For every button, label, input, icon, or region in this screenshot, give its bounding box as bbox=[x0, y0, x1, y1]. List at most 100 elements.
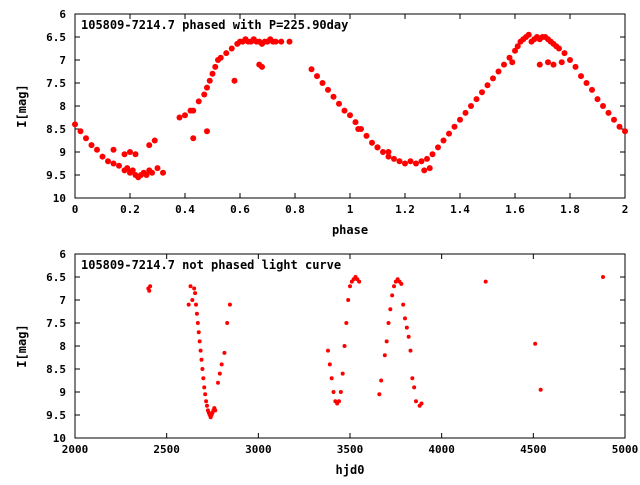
data-point bbox=[424, 155, 430, 162]
data-point bbox=[355, 126, 362, 132]
chart-panel-2: 2000 2500 3000 3500 4000 4500 5000 6 6.5 7 7.5 8 8.5… bbox=[15, 248, 638, 477]
data-point bbox=[509, 59, 516, 66]
x-tick-label: 0.2 bbox=[120, 203, 140, 216]
x-tick-label: 2 bbox=[622, 203, 629, 216]
data-point bbox=[325, 86, 331, 93]
data-point bbox=[341, 107, 348, 114]
data-point bbox=[132, 151, 139, 158]
data-point bbox=[193, 291, 198, 296]
data-point bbox=[514, 43, 521, 50]
data-point bbox=[223, 50, 230, 57]
data-point bbox=[209, 70, 216, 77]
data-point bbox=[369, 139, 375, 146]
data-point bbox=[605, 109, 612, 116]
data-point bbox=[151, 137, 158, 144]
data-point bbox=[561, 50, 568, 57]
data-point bbox=[413, 160, 419, 167]
data-point bbox=[329, 376, 334, 381]
data-point bbox=[435, 144, 441, 151]
x-tick-label: 1.4 bbox=[450, 203, 470, 216]
data-point bbox=[379, 378, 384, 383]
data-point bbox=[195, 321, 200, 325]
data-point bbox=[99, 153, 106, 160]
y-tick-label: 7 bbox=[59, 294, 66, 307]
data-point bbox=[406, 334, 411, 339]
data-point bbox=[377, 392, 382, 397]
data-point bbox=[219, 362, 224, 367]
x-tick-label: 1.2 bbox=[395, 203, 415, 216]
data-point bbox=[501, 61, 507, 68]
data-point bbox=[473, 96, 480, 103]
y-tick-label: 7.5 bbox=[46, 317, 66, 330]
data-point bbox=[199, 357, 204, 362]
data-point bbox=[231, 77, 238, 84]
data-point bbox=[147, 288, 152, 293]
data-point bbox=[146, 142, 153, 149]
data-point bbox=[149, 169, 155, 176]
data-point bbox=[567, 57, 573, 63]
data-point bbox=[83, 135, 89, 142]
data-point bbox=[204, 399, 209, 404]
data-point bbox=[110, 160, 117, 167]
data-point bbox=[545, 59, 551, 66]
y-tick-label: 8 bbox=[59, 100, 66, 113]
data-point bbox=[203, 392, 208, 397]
data-point bbox=[105, 158, 111, 165]
x-tick-label: 3000 bbox=[245, 443, 272, 456]
data-point bbox=[338, 390, 343, 394]
data-point bbox=[399, 281, 404, 286]
data-point bbox=[206, 77, 213, 84]
data-point bbox=[357, 279, 362, 284]
x-tick-label: 0.6 bbox=[230, 203, 250, 216]
data-point bbox=[272, 38, 279, 45]
chart-panel-1: 0 0.2 0.4 0.6 0.8 1 1.2 1.4 1.6 1.8 2 6 6.5 7 7.5 8 8.5 9… bbox=[15, 8, 628, 237]
data-point bbox=[88, 142, 95, 149]
data-point bbox=[347, 112, 353, 119]
data-point bbox=[408, 348, 413, 353]
data-point bbox=[440, 137, 447, 144]
data-point bbox=[216, 380, 220, 385]
data-point bbox=[186, 302, 191, 307]
data-point bbox=[451, 123, 458, 130]
x-axis-label: phase bbox=[332, 223, 368, 237]
data-point bbox=[200, 367, 205, 371]
data-point bbox=[227, 302, 232, 307]
data-point bbox=[198, 348, 203, 353]
data-point bbox=[429, 151, 436, 158]
data-point bbox=[479, 89, 485, 96]
data-point bbox=[483, 279, 488, 284]
data-point bbox=[616, 123, 623, 130]
data-point bbox=[600, 103, 606, 109]
data-point bbox=[594, 96, 601, 103]
x-tick-label: 4500 bbox=[520, 443, 547, 456]
y-tick-label: 6.5 bbox=[46, 271, 66, 284]
data-point bbox=[533, 341, 538, 346]
x-tick-label: 1.6 bbox=[505, 203, 525, 216]
data-point bbox=[188, 284, 193, 289]
data-point bbox=[396, 158, 403, 165]
data-point bbox=[342, 344, 347, 348]
data-point bbox=[484, 82, 491, 89]
data-point bbox=[129, 167, 136, 174]
data-point bbox=[348, 284, 352, 289]
data-point bbox=[195, 98, 202, 105]
x-axis-label: hjd0 bbox=[336, 463, 365, 477]
y-axis-label: I[mag] bbox=[15, 324, 29, 367]
data-point bbox=[336, 100, 342, 107]
data-point bbox=[340, 371, 345, 376]
data-point bbox=[611, 116, 617, 123]
data-point bbox=[160, 169, 166, 176]
data-point bbox=[194, 302, 198, 307]
data-series bbox=[72, 31, 628, 181]
data-point bbox=[212, 63, 219, 70]
data-point bbox=[374, 144, 381, 151]
data-point bbox=[536, 61, 543, 68]
data-point bbox=[352, 119, 359, 126]
data-point bbox=[346, 298, 351, 302]
data-point bbox=[77, 128, 84, 135]
data-point bbox=[319, 80, 326, 86]
x-tick-label: 3500 bbox=[337, 443, 364, 456]
data-point bbox=[308, 66, 315, 73]
data-point bbox=[392, 284, 396, 289]
